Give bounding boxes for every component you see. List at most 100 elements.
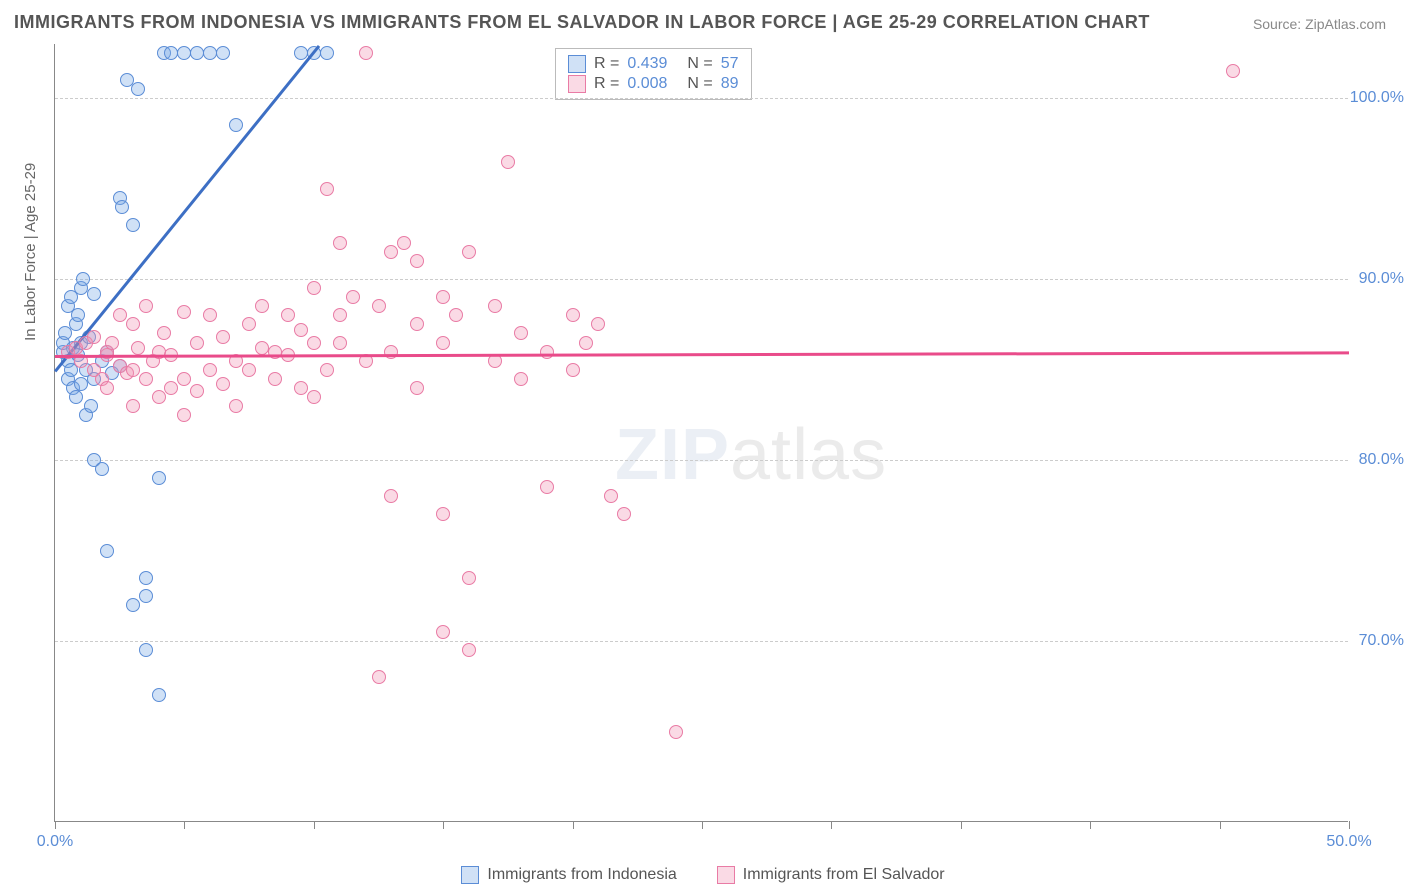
data-point [333, 308, 347, 322]
data-point [190, 384, 204, 398]
data-point [131, 341, 145, 355]
data-point [100, 381, 114, 395]
x-tick [443, 821, 444, 829]
data-point [514, 372, 528, 386]
data-point [514, 326, 528, 340]
legend-label: Immigrants from El Salvador [743, 866, 945, 884]
data-point [87, 287, 101, 301]
data-point [126, 218, 140, 232]
y-axis-title: In Labor Force | Age 25-29 [22, 163, 39, 341]
chart-container: IMMIGRANTS FROM INDONESIA VS IMMIGRANTS … [0, 0, 1406, 892]
data-point [397, 236, 411, 250]
data-point [177, 46, 191, 60]
data-point [281, 308, 295, 322]
data-point [139, 571, 153, 585]
legend-r-label: R = [594, 55, 619, 73]
data-point [242, 317, 256, 331]
gridline [55, 279, 1348, 280]
x-tick [1220, 821, 1221, 829]
data-point [540, 345, 554, 359]
data-point [436, 290, 450, 304]
data-point [566, 308, 580, 322]
x-tick [831, 821, 832, 829]
legend-row: R = 0.008 N = 89 [568, 75, 739, 93]
data-point [190, 46, 204, 60]
legend-r-label: R = [594, 75, 619, 93]
data-point [76, 272, 90, 286]
data-point [69, 390, 83, 404]
data-point [410, 254, 424, 268]
data-point [139, 643, 153, 657]
data-point [71, 308, 85, 322]
legend-swatch [568, 55, 586, 73]
data-point [152, 390, 166, 404]
data-point [372, 670, 386, 684]
data-point [488, 299, 502, 313]
data-point [95, 462, 109, 476]
legend-item: Immigrants from Indonesia [461, 866, 676, 884]
data-point [566, 363, 580, 377]
legend-row: R = 0.439N = 57 [568, 55, 739, 73]
data-point [152, 688, 166, 702]
data-point [84, 399, 98, 413]
data-point [449, 308, 463, 322]
data-point [242, 363, 256, 377]
x-tick [1090, 821, 1091, 829]
data-point [579, 336, 593, 350]
y-tick-label: 80.0% [1359, 451, 1404, 469]
legend-swatch [461, 866, 479, 884]
data-point [152, 471, 166, 485]
data-point [203, 308, 217, 322]
data-point [320, 182, 334, 196]
data-point [229, 399, 243, 413]
data-point [436, 625, 450, 639]
trend-line [55, 352, 1349, 358]
legend-n-value: 89 [721, 75, 739, 93]
x-tick [702, 821, 703, 829]
data-point [203, 46, 217, 60]
data-point [87, 330, 101, 344]
data-point [126, 399, 140, 413]
data-point [164, 46, 178, 60]
x-tick [184, 821, 185, 829]
legend-n-label: N = [687, 55, 712, 73]
y-tick-label: 90.0% [1359, 270, 1404, 288]
data-point [100, 544, 114, 558]
legend-r-value: 0.008 [627, 75, 667, 93]
data-point [157, 326, 171, 340]
data-point [177, 372, 191, 386]
source-label: Source: ZipAtlas.com [1253, 16, 1386, 32]
data-point [320, 363, 334, 377]
watermark-bold: ZIP [615, 415, 730, 495]
data-point [216, 46, 230, 60]
data-point [177, 408, 191, 422]
data-point [139, 589, 153, 603]
legend-n-label: N = [687, 75, 712, 93]
data-point [384, 489, 398, 503]
source-prefix: Source: [1253, 16, 1301, 32]
legend-n-value: 57 [721, 55, 739, 73]
data-point [139, 372, 153, 386]
data-point [203, 363, 217, 377]
data-point [604, 489, 618, 503]
data-point [294, 381, 308, 395]
data-point [139, 299, 153, 313]
data-point [126, 317, 140, 331]
x-tick [314, 821, 315, 829]
legend-label: Immigrants from Indonesia [487, 866, 676, 884]
correlation-legend: R = 0.439N = 57R = 0.008N = 89 [555, 48, 752, 100]
x-tick-label: 50.0% [1326, 833, 1371, 851]
gridline [55, 98, 1348, 99]
data-point [1226, 64, 1240, 78]
data-point [294, 323, 308, 337]
data-point [346, 290, 360, 304]
chart-title: IMMIGRANTS FROM INDONESIA VS IMMIGRANTS … [14, 12, 1150, 33]
data-point [462, 571, 476, 585]
data-point [410, 317, 424, 331]
legend-swatch [568, 75, 586, 93]
y-tick-label: 70.0% [1359, 632, 1404, 650]
watermark: ZIPatlas [615, 414, 887, 496]
data-point [462, 643, 476, 657]
data-point [307, 390, 321, 404]
plot-area: ZIPatlas R = 0.439N = 57R = 0.008N = 89 … [54, 44, 1348, 822]
